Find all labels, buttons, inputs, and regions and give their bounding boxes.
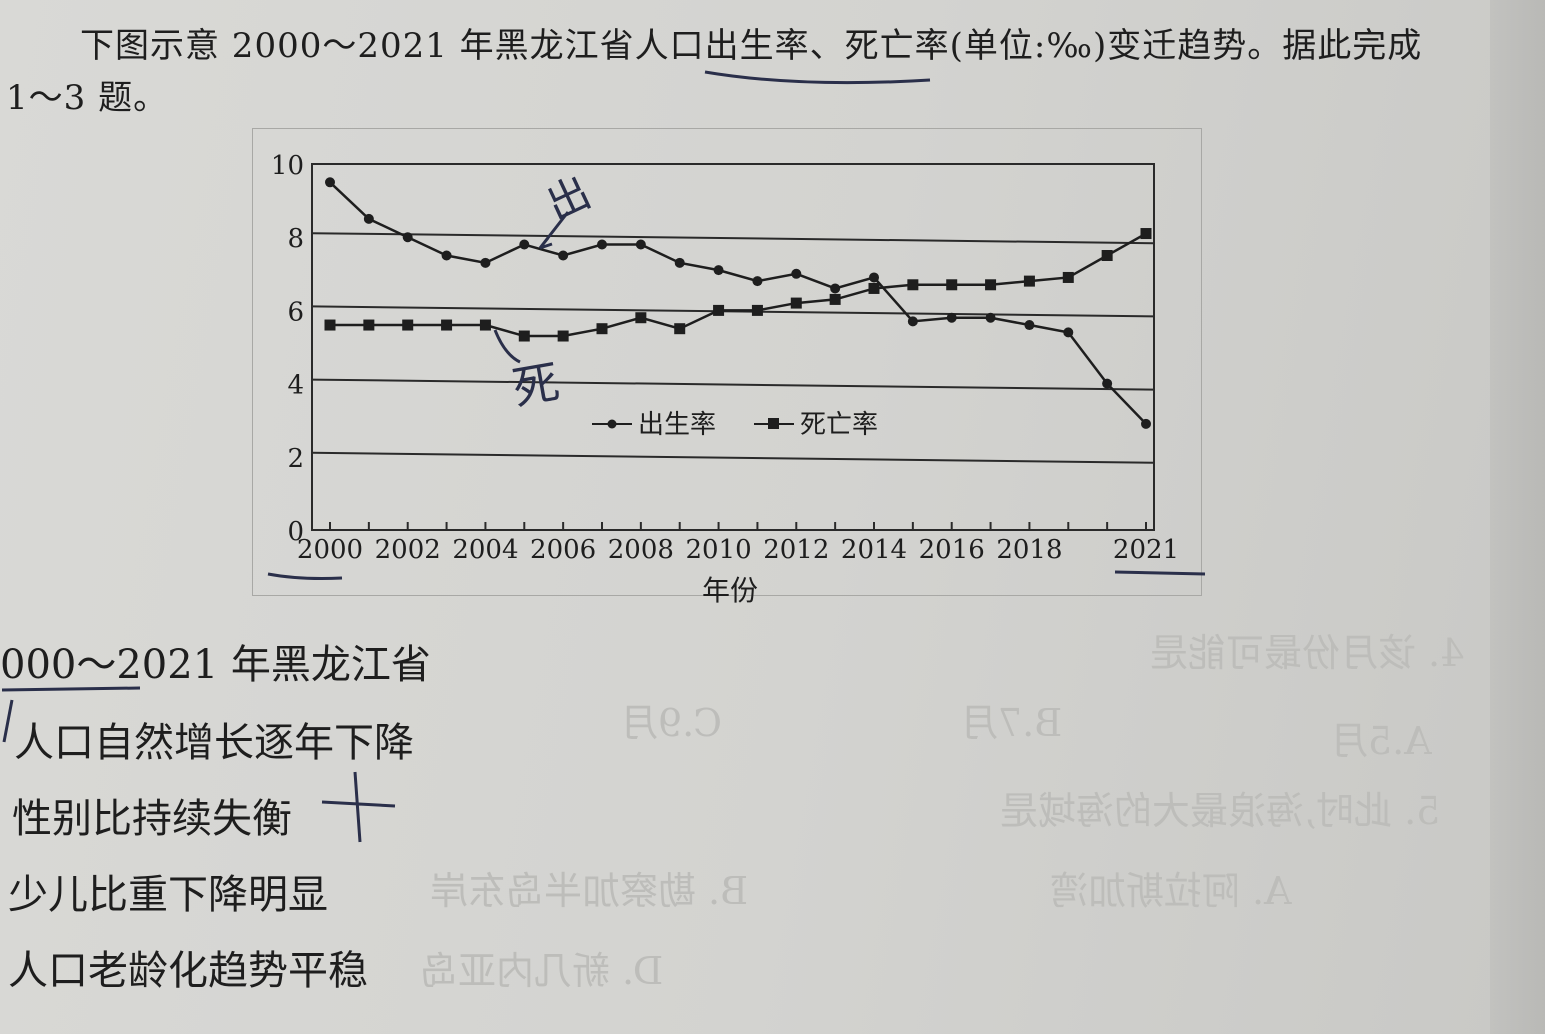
birth-rate-point	[441, 250, 452, 261]
death-rate-point	[790, 297, 802, 309]
death-rate-point	[635, 312, 647, 324]
x-tick-label: 2021	[1113, 535, 1179, 565]
question-intro: 下图示意 2000～2021 年黑龙江省人口出生率、死亡率(单位:‰)变迁趋势。…	[0, 20, 1500, 124]
y-tick-label: 0	[287, 517, 304, 547]
birth-rate-point	[1102, 378, 1113, 389]
death-rate-point	[713, 304, 725, 316]
birth-rate-point	[1141, 418, 1151, 429]
x-tick-label: 2004	[452, 535, 518, 565]
intro-line-2: 1～3 题。	[6, 78, 169, 118]
x-tick-label: 2014	[841, 535, 907, 565]
birth-rate-point	[363, 213, 374, 224]
x-tick-label: 2002	[375, 535, 441, 565]
x-tick-label: 2008	[608, 535, 674, 565]
birth-rate-point	[674, 257, 685, 268]
x-tick-label: 2010	[685, 535, 751, 565]
y-tick-label: 4	[287, 371, 304, 401]
y-tick-label: 2	[287, 444, 304, 474]
birth-rate-point	[946, 312, 957, 323]
x-tick-label: 2016	[919, 535, 985, 565]
death-rate-point	[1062, 271, 1074, 283]
x-tick-label: 2000	[297, 535, 363, 565]
paper-edge	[1490, 0, 1545, 1034]
legend-birth-label: 出生率	[638, 410, 716, 440]
legend-birth-marker	[607, 419, 617, 429]
birth-rate-point	[985, 312, 996, 323]
plot-area	[311, 163, 1155, 531]
death-rate-point	[402, 319, 414, 331]
birth-rate-point	[558, 250, 569, 261]
question-stem: 000～2021 年黑龙江省	[0, 642, 431, 688]
series-line-death-rate	[330, 232, 1147, 338]
death-rate-point	[868, 282, 880, 294]
birth-rate-point	[1063, 327, 1074, 338]
option-b: 性别比持续失衡	[12, 796, 292, 842]
birth-rate-point	[907, 316, 918, 327]
death-rate-point	[479, 319, 491, 331]
death-rate-point	[324, 319, 336, 331]
grid-line	[311, 378, 1155, 391]
death-rate-point	[518, 330, 530, 342]
grid-line	[311, 451, 1155, 464]
x-tick-label: 2018	[996, 535, 1062, 565]
x-tick-label: 2012	[763, 535, 829, 565]
birth-rate-point	[480, 257, 491, 268]
x-tick-label: 2006	[530, 535, 596, 565]
death-rate-point	[829, 293, 841, 305]
birth-rate-point	[830, 283, 841, 294]
death-rate-point	[596, 323, 608, 335]
death-rate-point	[557, 330, 569, 342]
option-d: 人口老龄化趋势平稳	[8, 948, 368, 994]
legend-death-marker	[768, 418, 779, 429]
death-rate-point	[1101, 250, 1113, 261]
birth-rate-point	[1024, 320, 1035, 331]
series-line-birth-rate	[329, 181, 1147, 425]
death-rate-point	[907, 279, 919, 291]
birth-rate-point	[635, 239, 646, 250]
birth-rate-point	[597, 239, 607, 250]
option-a: 人口自然增长逐年下降	[14, 720, 414, 766]
intro-line-1: 下图示意 2000～2021 年黑龙江省人口出生率、死亡率(单位:‰)变迁趋势。…	[80, 26, 1423, 66]
birth-rate-point	[519, 239, 530, 250]
birth-rate-point	[752, 276, 763, 287]
option-c: 少儿比重下降明显	[8, 872, 328, 918]
death-rate-point	[363, 319, 375, 331]
death-rate-point	[751, 304, 763, 316]
birth-rate-point	[402, 232, 413, 243]
death-rate-point	[441, 319, 453, 331]
x-axis-label: 年份	[702, 574, 758, 607]
birth-rate-point	[325, 177, 335, 188]
death-rate-point	[1023, 275, 1035, 287]
y-tick-label: 6	[287, 297, 304, 327]
birth-rate-point	[869, 272, 879, 283]
chart-frame	[252, 128, 1202, 596]
death-rate-point	[946, 279, 958, 291]
legend-death-label: 死亡率	[800, 410, 878, 440]
y-tick-label: 10	[271, 151, 304, 181]
death-rate-point	[674, 323, 686, 335]
grid-line	[311, 232, 1155, 245]
death-rate-point	[1140, 228, 1152, 240]
birth-rate-point	[713, 265, 724, 276]
death-rate-point	[985, 279, 997, 291]
y-tick-label: 8	[287, 224, 304, 254]
birth-rate-point	[791, 268, 802, 279]
exam-paper	[0, 0, 1500, 1034]
